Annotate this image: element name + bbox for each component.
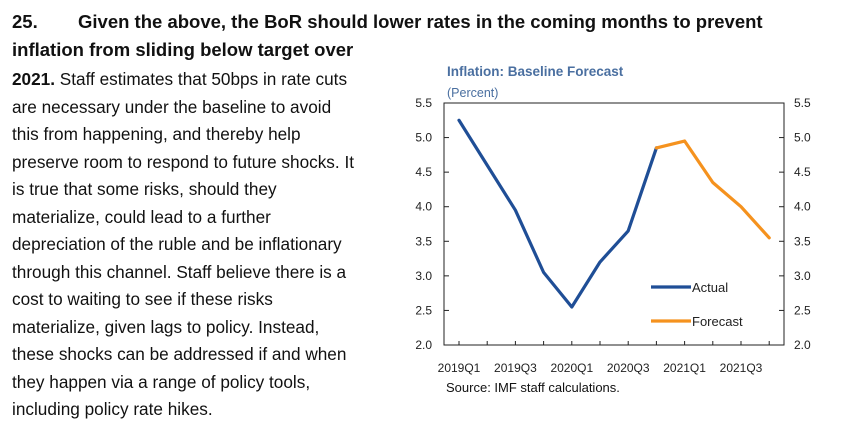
body-line: including policy rate hikes.: [12, 399, 213, 419]
plot-frame: [443, 102, 785, 346]
y-tick-label-right: 4.5: [794, 165, 811, 179]
y-tick-label-right: 3.5: [794, 234, 811, 248]
series-line-actual: [457, 118, 659, 309]
x-tick-label: 2021Q3: [720, 361, 763, 375]
x-tick-label: 2020Q1: [550, 361, 593, 375]
y-tick-label-right: 5.0: [794, 131, 811, 145]
x-tick-label: 2021Q1: [663, 361, 706, 375]
y-tick-label-right: 2.0: [794, 338, 811, 352]
y-tick-label-left: 5.5: [415, 96, 432, 110]
body-line: cost to waiting to see if these risks: [12, 289, 273, 309]
y-tick-label-left: 4.5: [415, 165, 432, 179]
body-line: materialize, given lags to policy. Inste…: [12, 316, 320, 337]
x-tick-label: 2019Q1: [438, 361, 481, 375]
body-line: preserve room to respond to future shock…: [12, 151, 355, 172]
body-line: these shocks can be addressed if and whe…: [12, 344, 347, 364]
chart-subtitle: (Percent): [447, 86, 499, 100]
body-line: is true that some risks, should they: [12, 179, 277, 199]
chart-title: Inflation: Baseline Forecast: [447, 64, 624, 79]
paragraph-heading: 25. Given the above, the BoR should lower…: [12, 8, 832, 63]
heading-line-1: Given the above, the BoR should lower ra…: [78, 11, 763, 32]
y-tick-label-left: 5.0: [415, 131, 432, 145]
legend-label-actual: Actual: [692, 280, 728, 295]
body-line: 2021. Staff estimates that 50bps in rate…: [12, 69, 348, 89]
y-tick-label-left: 2.5: [415, 303, 432, 317]
y-tick-label-right: 3.0: [794, 269, 811, 283]
y-tick-label-right: 4.0: [794, 200, 811, 214]
body-line: depreciation of the ruble and be inflati…: [12, 234, 342, 254]
body-line: this from happening, and thereby help: [12, 124, 301, 144]
y-tick-label-left: 3.0: [415, 269, 432, 283]
legend-label-forecast: Forecast: [692, 314, 743, 329]
body-line: through this channel. Staff believe ther…: [12, 261, 347, 282]
y-tick-label-left: 3.5: [415, 234, 432, 248]
x-tick-label: 2019Q3: [494, 361, 537, 375]
y-tick-label-left: 4.0: [415, 200, 432, 214]
y-tick-label-right: 5.5: [794, 96, 811, 110]
chart-source: Source: IMF staff calculations.: [446, 380, 620, 395]
lead-in: 2021.: [12, 69, 56, 89]
x-tick-label: 2020Q3: [607, 361, 650, 375]
y-tick-label-right: 2.5: [794, 303, 811, 317]
heading-line-2: inflation from sliding below target over: [12, 38, 354, 60]
series-line-forecast: [654, 139, 771, 240]
body-line: materialize, could lead to a further: [12, 206, 271, 227]
y-tick-label-left: 2.0: [415, 338, 432, 352]
paragraph-number: 25.: [12, 11, 38, 32]
paragraph-body: 2021. Staff estimates that 50bps in rate…: [12, 66, 404, 424]
body-line: they happen via a range of policy tools,: [12, 371, 311, 392]
body-line: are necessary under the baseline to avoi…: [12, 96, 332, 117]
